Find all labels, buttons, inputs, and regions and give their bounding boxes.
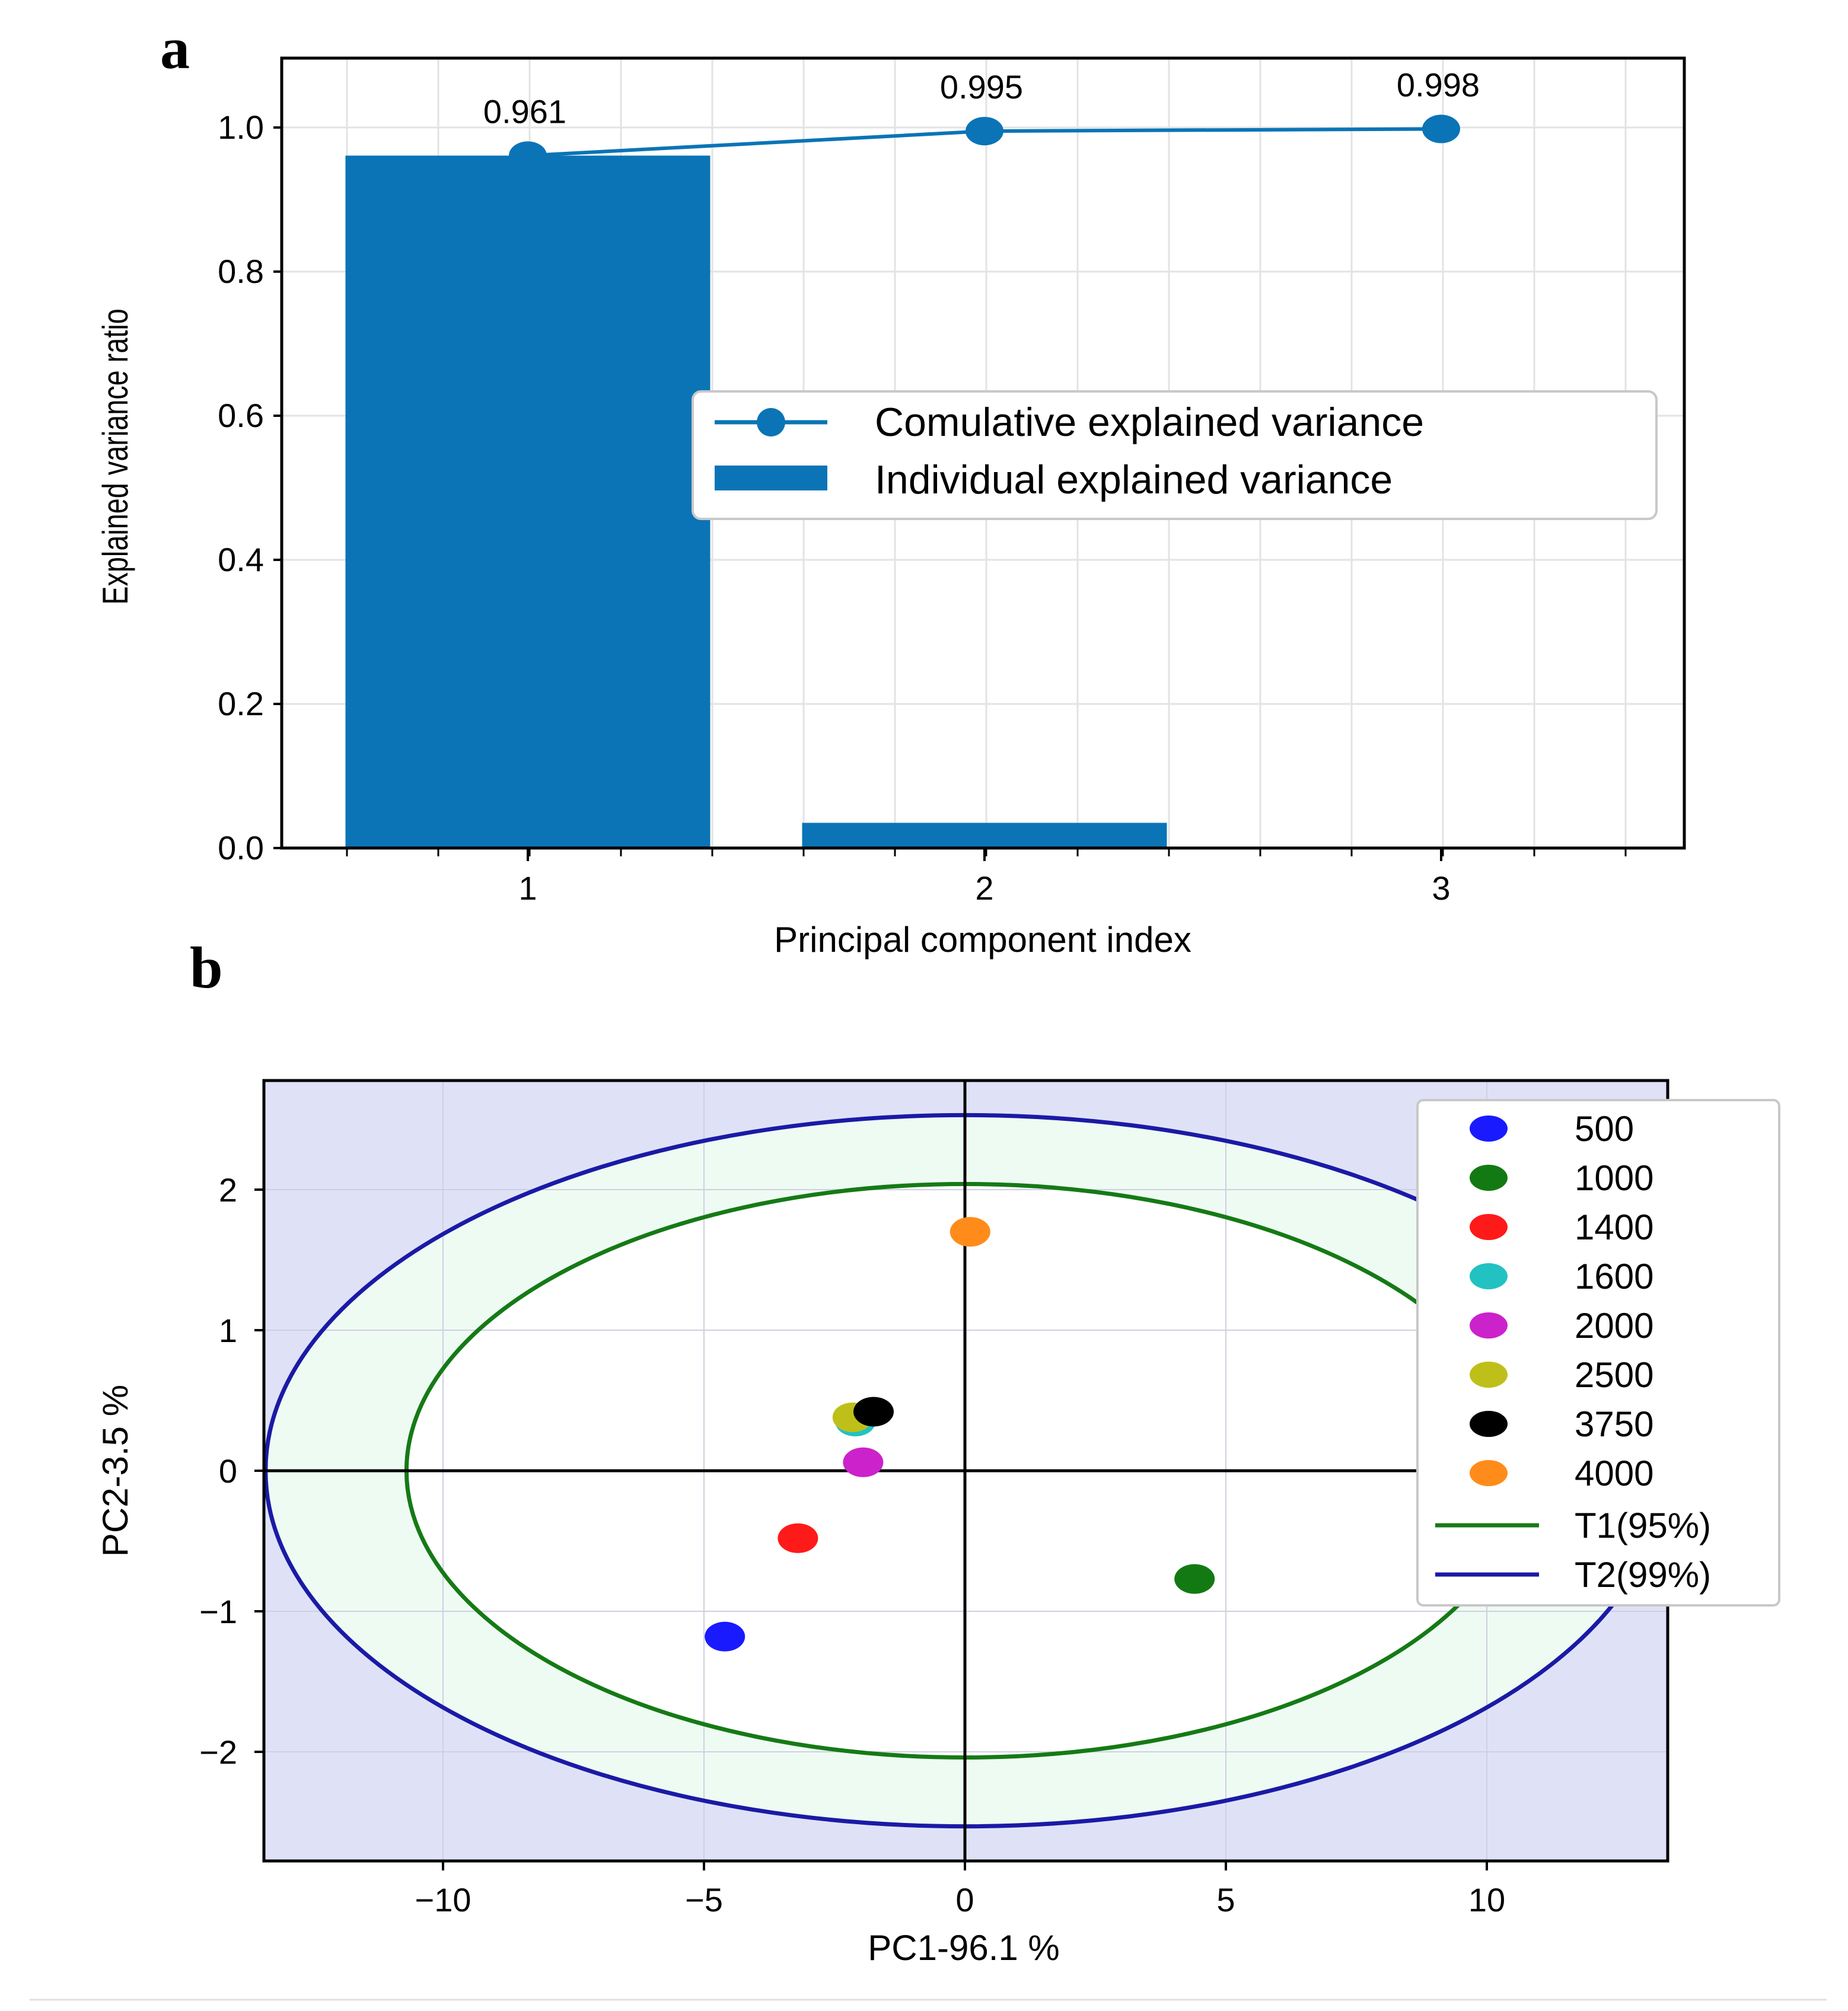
legend-label-4000: 4000	[1575, 1454, 1653, 1493]
panel-b-x-axis-title: PC1-96.1 %	[868, 1928, 1060, 1968]
panel-a-bars	[345, 155, 1624, 848]
y-tick-label: 0.0	[218, 829, 264, 866]
panel-a-legend-box	[692, 390, 1658, 520]
point-1400	[778, 1523, 818, 1553]
y-tick-label: 0.2	[218, 685, 264, 722]
panel-a-y-axis-title: Explained variance ratio	[95, 308, 135, 604]
panel-a-plot-frame	[280, 56, 1686, 850]
legend-marker-1400	[1470, 1214, 1508, 1240]
legend-marker-2500	[1470, 1362, 1508, 1388]
panel-b-legend: 500 1000 1400 1600 2000 2500 3750 4000 T1(95%) T2…	[1416, 1099, 1780, 1607]
x-tick-label: 10	[1468, 1881, 1505, 1918]
panel-a-legend: Comulative explained variance Individual…	[692, 390, 1658, 520]
cumulative-point-pc3	[1422, 114, 1460, 144]
x-tick-label: −10	[415, 1881, 471, 1918]
data-label-pc1: 0.961	[483, 93, 566, 130]
legend-label-T2(99%): T2(99%)	[1575, 1555, 1711, 1595]
legend-label-500: 500	[1575, 1109, 1634, 1149]
x-tick-label-1: 1	[518, 869, 537, 907]
x-tick-label: −5	[685, 1881, 723, 1918]
y-tick-label: 1	[219, 1312, 237, 1349]
x-tick-label: 5	[1216, 1881, 1235, 1918]
y-tick-label: 1.0	[218, 109, 264, 146]
x-tick-label-2: 2	[975, 869, 993, 907]
cumulative-point-pc1	[509, 141, 547, 170]
point-1000	[1174, 1564, 1215, 1594]
legend-label-1000: 1000	[1575, 1158, 1653, 1198]
legend-marker-4000	[1470, 1460, 1508, 1486]
x-tick-label: 0	[955, 1881, 974, 1918]
legend-cumulative-label: Comulative explained variance	[875, 400, 1424, 445]
x-tick-label-3: 3	[1432, 869, 1450, 907]
bar-pc1	[345, 155, 710, 848]
y-tick-label: 0	[219, 1452, 237, 1490]
y-tick-label: 0.4	[218, 541, 264, 578]
legend-marker-1000	[1470, 1165, 1508, 1191]
y-tick-label: 0.6	[218, 397, 264, 434]
panel-b-letter: b	[190, 935, 223, 1000]
cumulative-point-pc2	[966, 117, 1003, 146]
legend-marker-2000	[1470, 1312, 1508, 1338]
panel-a-cumulative-line	[509, 114, 1460, 170]
legend-label-2000: 2000	[1575, 1306, 1653, 1346]
panel-b-legend-box	[1416, 1099, 1780, 1607]
legend-label-T1(95%): T1(95%)	[1575, 1506, 1711, 1545]
legend-marker-swatch	[757, 408, 785, 436]
y-tick-label: −2	[199, 1733, 237, 1771]
data-label-pc3: 0.998	[1397, 66, 1480, 103]
legend-marker-1600	[1470, 1263, 1508, 1289]
y-tick-label: 2	[219, 1171, 237, 1209]
legend-individual-label: Individual explained variance	[875, 457, 1393, 502]
legend-label-1600: 1600	[1575, 1257, 1653, 1296]
point-2000	[843, 1447, 884, 1477]
panel-a-data-labels: 0.961 0.995 0.998	[483, 66, 1480, 130]
panel-a-ticks: 0.0 0.2 0.4 0.6 0.8 1.0 1 2 3	[218, 109, 1627, 907]
panel-b-y-axis-title: PC2-3.5 %	[95, 1385, 135, 1557]
legend-label-1400: 1400	[1575, 1207, 1653, 1247]
data-label-pc2: 0.995	[940, 68, 1023, 106]
panel-a-letter: a	[160, 15, 190, 81]
bar-pc2	[802, 823, 1167, 848]
y-tick-label: −1	[199, 1593, 237, 1630]
y-tick-label: 0.8	[218, 253, 264, 290]
legend-marker-3750	[1470, 1411, 1508, 1437]
panel-a-x-axis-title: Principal component index	[774, 920, 1191, 960]
point-3750	[853, 1397, 894, 1427]
legend-label-2500: 2500	[1575, 1355, 1653, 1395]
legend-label-3750: 3750	[1575, 1404, 1653, 1444]
legend-marker-500	[1470, 1116, 1508, 1142]
point-4000	[950, 1217, 990, 1247]
legend-bar-swatch	[715, 466, 827, 490]
panel-b-plot-area	[262, 1079, 1669, 1863]
point-500	[705, 1621, 745, 1652]
